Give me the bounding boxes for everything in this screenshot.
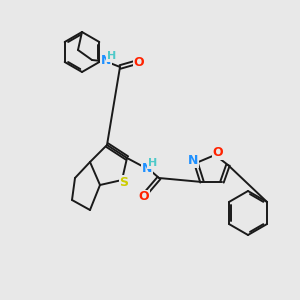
Text: H: H bbox=[107, 51, 117, 61]
Text: O: O bbox=[213, 146, 223, 158]
Text: O: O bbox=[139, 190, 149, 203]
Text: O: O bbox=[134, 56, 144, 70]
Text: N: N bbox=[188, 154, 198, 166]
Text: N: N bbox=[101, 55, 111, 68]
Text: H: H bbox=[148, 158, 158, 168]
Text: S: S bbox=[119, 176, 128, 188]
Text: N: N bbox=[142, 161, 152, 175]
